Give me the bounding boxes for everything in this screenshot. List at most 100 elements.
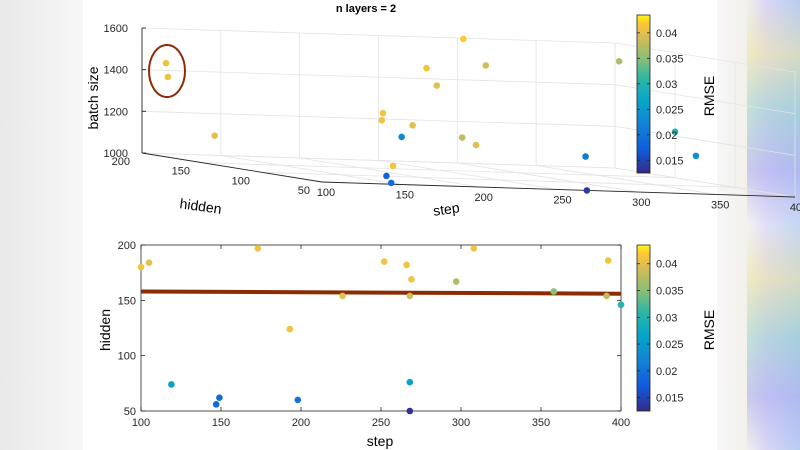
data-point xyxy=(470,245,478,252)
colorbar-ticks: 0.04 0.035 0.03 0.025 0.02 0.015 xyxy=(637,259,684,405)
xaxis-tick-label: 300 xyxy=(632,197,650,209)
colorbar-tick-label: 0.015 xyxy=(656,155,684,167)
grid-3d xyxy=(141,27,796,198)
colorbar-tick-label: 0.04 xyxy=(656,259,677,271)
data-point xyxy=(216,394,223,402)
data-point xyxy=(286,325,294,333)
left-background-strip xyxy=(0,0,83,450)
points-2d xyxy=(137,245,625,415)
yaxis-label: hidden xyxy=(179,195,223,217)
colorbar-tick-label: 0.025 xyxy=(656,104,684,116)
data-point xyxy=(168,381,175,388)
colorbar-tick-label: 0.035 xyxy=(656,286,684,298)
data-point xyxy=(615,58,623,65)
yaxis-tick-label: 200 xyxy=(118,240,136,252)
scatter-3d-chart: n layers = 2 1000 1200 1400 1600 50 100 150 200… xyxy=(85,3,800,219)
yaxis-tick-label: 200 xyxy=(112,156,130,168)
colorbar-label: RMSE xyxy=(701,76,717,116)
trend-line xyxy=(140,289,622,296)
yaxis-tick-label: 50 xyxy=(124,406,136,418)
zaxis-tick-label: 1000 xyxy=(104,148,128,160)
xaxis-label: step xyxy=(432,199,461,219)
data-point xyxy=(254,245,262,252)
data-point xyxy=(458,134,466,141)
colorbar-top: 0.04 0.035 0.03 0.025 0.02 0.015 RMSE xyxy=(636,14,717,174)
colorbar-gradient xyxy=(636,14,651,174)
colorbar-tick-label: 0.03 xyxy=(656,312,677,324)
data-point xyxy=(387,179,395,187)
colorbar-ticks: 0.04 0.035 0.03 0.025 0.02 0.015 xyxy=(637,28,684,167)
xaxis-tick-label: 100 xyxy=(132,417,150,429)
xaxis-tick-label: 200 xyxy=(474,192,492,204)
axes-3d xyxy=(141,28,796,198)
xaxis-tick-label: 350 xyxy=(711,200,729,212)
data-point xyxy=(452,278,460,285)
yaxis-tick-label: 150 xyxy=(172,166,190,178)
data-point xyxy=(583,187,591,194)
data-point xyxy=(604,257,612,264)
zaxis-tick-label: 1600 xyxy=(104,23,128,35)
ticks-3d: 1000 1200 1400 1600 50 100 150 200 100 150 200 250 3… xyxy=(104,23,800,214)
data-point xyxy=(294,396,302,404)
zaxis-label: batch size xyxy=(85,66,101,129)
xaxis-tick-label: 150 xyxy=(396,190,414,202)
data-point xyxy=(692,152,700,160)
xaxis-tick-label: 400 xyxy=(612,417,630,429)
yaxis-tick-label: 50 xyxy=(298,185,310,197)
data-point xyxy=(582,153,589,160)
colorbar-bottom: 0.04 0.035 0.03 0.025 0.02 0.015 RMSE xyxy=(636,244,717,412)
colorbar-tick-label: 0.02 xyxy=(656,366,677,378)
data-point xyxy=(383,172,390,180)
yaxis-label-2d: hidden xyxy=(97,309,113,351)
data-point xyxy=(339,292,346,300)
colorbar-tick-label: 0.02 xyxy=(656,130,677,142)
data-point xyxy=(433,82,441,89)
data-point xyxy=(550,288,558,295)
yaxis-tick-label: 150 xyxy=(118,295,136,307)
xaxis-tick-label: 300 xyxy=(452,417,470,429)
zaxis-tick-label: 1200 xyxy=(104,106,128,118)
data-point xyxy=(671,128,679,136)
colorbar-tick-label: 0.03 xyxy=(656,79,677,91)
data-point xyxy=(379,109,387,117)
data-point xyxy=(212,401,220,408)
data-point xyxy=(406,407,414,415)
data-point xyxy=(603,292,610,300)
yaxis-tick-label: 100 xyxy=(118,351,136,363)
data-point xyxy=(137,263,145,271)
plot-area xyxy=(140,244,622,412)
xaxis-tick-label: 400 xyxy=(790,202,800,214)
data-point xyxy=(472,141,480,149)
xaxis-label-2d: step xyxy=(367,433,394,449)
xaxis-tick-label: 250 xyxy=(372,417,390,429)
xaxis-tick-label: 250 xyxy=(553,195,571,207)
yaxis-tick-label: 100 xyxy=(232,175,250,187)
data-point xyxy=(482,62,490,69)
data-point xyxy=(389,162,397,170)
xaxis-tick-label: 200 xyxy=(292,417,310,429)
data-point xyxy=(406,292,414,300)
xaxis-tick-label: 150 xyxy=(212,417,230,429)
data-point xyxy=(408,276,415,283)
data-point xyxy=(403,261,410,269)
data-point xyxy=(617,301,625,309)
data-point xyxy=(460,35,467,43)
colorbar-tick-label: 0.035 xyxy=(656,53,684,65)
highlight-ellipse xyxy=(148,44,186,98)
colorbar-tick-label: 0.015 xyxy=(656,393,684,405)
xaxis-tick-label: 100 xyxy=(317,187,335,199)
data-point xyxy=(211,132,218,140)
right-background-strip xyxy=(717,0,800,450)
colorbar-gradient xyxy=(636,244,651,412)
colorbar-tick-label: 0.025 xyxy=(656,339,684,351)
data-point xyxy=(409,122,416,129)
colorbar-tick-label: 0.04 xyxy=(656,28,677,40)
data-point xyxy=(145,259,153,267)
chart-title: n layers = 2 xyxy=(336,3,396,15)
data-point xyxy=(380,258,388,265)
colorbar-label: RMSE xyxy=(701,310,717,350)
data-point xyxy=(398,133,405,141)
xaxis-tick-label: 350 xyxy=(532,417,550,429)
